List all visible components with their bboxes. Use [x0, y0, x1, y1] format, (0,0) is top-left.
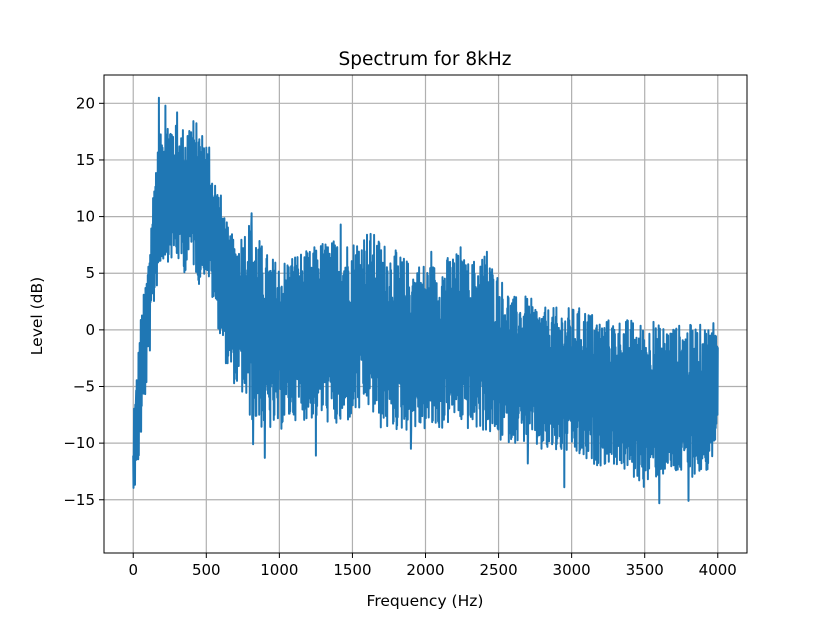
y-tick-label: 5 — [85, 264, 95, 282]
x-axis-ticks: 0 500 1000 1500 2000 2500 3000 3500 4000 — [128, 553, 737, 579]
x-tick-label: 0 — [128, 561, 138, 579]
spectrum-series-line — [132, 96, 719, 505]
y-tick-label: 15 — [76, 151, 95, 169]
y-tick-label: −15 — [63, 491, 95, 509]
y-axis-label: Level (dB) — [28, 277, 46, 355]
x-tick-label: 500 — [192, 561, 221, 579]
x-tick-label: 2500 — [479, 561, 517, 579]
x-tick-label: 3500 — [626, 561, 664, 579]
plot-area — [132, 96, 719, 505]
y-tick-label: 20 — [76, 94, 95, 112]
y-axis-ticks: −15 −10 −5 0 5 10 15 20 — [63, 94, 104, 509]
x-tick-label: 1000 — [260, 561, 298, 579]
x-tick-label: 3000 — [553, 561, 591, 579]
y-tick-label: −5 — [73, 377, 95, 395]
y-tick-label: −10 — [63, 434, 95, 452]
x-tick-label: 4000 — [699, 561, 737, 579]
x-axis-label: Frequency (Hz) — [367, 592, 484, 610]
x-tick-label: 2000 — [406, 561, 444, 579]
y-tick-label: 10 — [76, 208, 95, 226]
x-tick-label: 1500 — [333, 561, 371, 579]
y-tick-label: 0 — [85, 321, 95, 339]
chart-title: Spectrum for 8kHz — [339, 49, 512, 70]
